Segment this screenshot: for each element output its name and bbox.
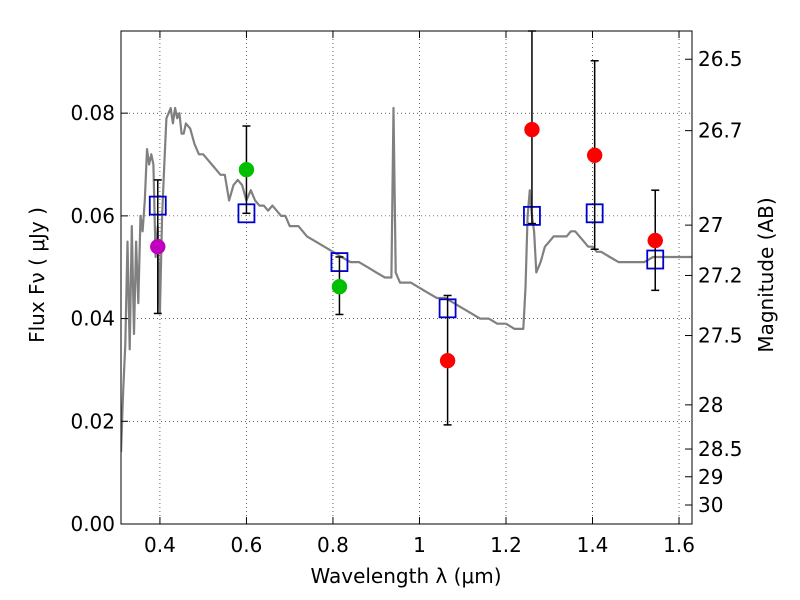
x-tick-label: 1 (413, 533, 426, 557)
observed-point-u (150, 238, 166, 255)
observed-point-j (524, 121, 540, 138)
y-tick-label: 0.04 (70, 307, 115, 331)
model-photometry-layer (148, 195, 665, 319)
magnitude-tick-label: 26.5 (698, 47, 743, 71)
magnitude-tick-label: 27.2 (698, 263, 743, 287)
observed-point-i (331, 278, 348, 295)
observed-point-v (238, 161, 255, 178)
plot-frame (120, 30, 693, 525)
sed-model-layer (121, 106, 692, 453)
y-tick-label: 0.08 (70, 101, 115, 125)
x-axis-title: Wavelength λ (μm) (310, 564, 501, 588)
magnitude-tick-label: 28 (698, 393, 723, 417)
observed-point-jh (586, 147, 603, 164)
x-tick-label: 1.2 (490, 533, 522, 557)
observed-point-h (647, 232, 663, 249)
y-tick-label: 0.02 (70, 409, 115, 433)
y2-axis-title: Magnitude (AB) (754, 197, 778, 352)
x-tick-label: 0.8 (317, 533, 349, 557)
magnitude-tick-label: 26.7 (698, 119, 743, 143)
magnitude-tick-label: 28.5 (698, 437, 743, 461)
magnitude-tick-label: 27.5 (698, 324, 743, 348)
x-tick-label: 0.4 (144, 533, 176, 557)
sed-model-line (121, 106, 692, 453)
x-tick-label: 1.4 (577, 533, 609, 557)
y-tick-label: 0.06 (70, 204, 115, 228)
observed-photometry-layer (150, 30, 663, 426)
y-axis-title: Flux Fν ( μJy ) (25, 207, 49, 343)
x-tick-label: 0.6 (231, 533, 263, 557)
magnitude-tick-label: 29 (698, 465, 723, 489)
grid-lines (121, 31, 692, 524)
magnitude-tick-label: 30 (698, 493, 723, 517)
y-tick-label: 0.00 (70, 512, 115, 536)
observed-point-y (439, 352, 456, 369)
x-tick-label: 1.6 (663, 533, 695, 557)
magnitude-tick-label: 27 (698, 213, 723, 237)
axis-ticks: 0.4 0.6 0.8 1 1.2 1.4 1.6 0.00 0.02 0.04 0.06 0.08 2… (70, 31, 743, 557)
